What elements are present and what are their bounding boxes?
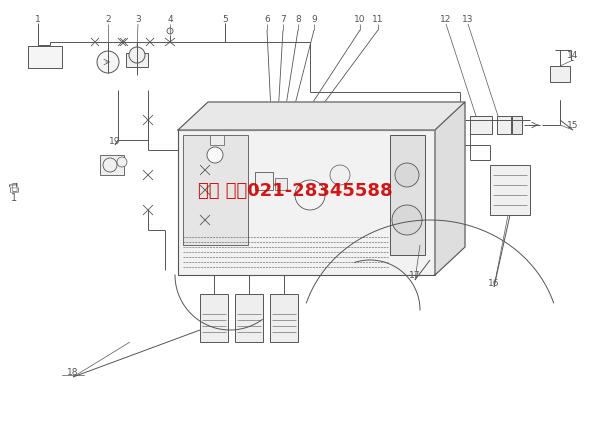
Text: 13: 13 [462, 15, 474, 24]
Text: 16: 16 [488, 278, 500, 287]
Bar [100, 156, 124, 175]
Polygon shape [178, 103, 465, 131]
Text: 1: 1 [11, 193, 17, 203]
Text: 17: 17 [409, 271, 421, 280]
Circle shape [129, 48, 145, 64]
Circle shape [103, 159, 117, 172]
Bar [255, 172, 273, 190]
Bar [390, 136, 425, 255]
Text: 4: 4 [167, 15, 173, 24]
Bar [210, 136, 224, 146]
Text: 图1: 图1 [9, 180, 19, 191]
Text: 19: 19 [109, 136, 121, 145]
Bar [183, 136, 248, 246]
Text: 12: 12 [440, 15, 452, 24]
Bar [275, 178, 287, 190]
Text: 8: 8 [295, 15, 301, 24]
Text: 图: 图 [11, 181, 17, 190]
Text: 9: 9 [311, 15, 317, 24]
Bar [497, 117, 511, 135]
Circle shape [167, 29, 173, 35]
Bar [200, 294, 228, 342]
Text: 15: 15 [567, 121, 579, 130]
Circle shape [395, 164, 419, 187]
Text: 14: 14 [568, 51, 578, 60]
Bar [270, 294, 298, 342]
Text: 6: 6 [264, 15, 270, 24]
Text: 11: 11 [372, 15, 384, 24]
Bar [28, 47, 62, 69]
Bar [126, 54, 148, 68]
Polygon shape [435, 103, 465, 275]
Bar [235, 294, 263, 342]
Bar [490, 166, 530, 215]
Circle shape [392, 206, 422, 236]
Circle shape [207, 147, 223, 164]
Circle shape [330, 166, 350, 186]
Bar [512, 117, 522, 135]
Circle shape [97, 52, 119, 74]
Text: 1: 1 [35, 15, 41, 24]
Circle shape [117, 158, 127, 168]
Text: 18: 18 [67, 368, 79, 377]
Text: 2: 2 [105, 15, 111, 24]
Text: 上海 高良021-28345588: 上海 高良021-28345588 [197, 181, 392, 200]
Circle shape [295, 181, 325, 211]
Bar [470, 117, 492, 135]
Text: 5: 5 [222, 15, 228, 24]
Text: 7: 7 [280, 15, 286, 24]
Bar [550, 67, 570, 83]
Text: 10: 10 [354, 15, 366, 24]
Bar [178, 131, 435, 275]
Text: 3: 3 [135, 15, 141, 24]
